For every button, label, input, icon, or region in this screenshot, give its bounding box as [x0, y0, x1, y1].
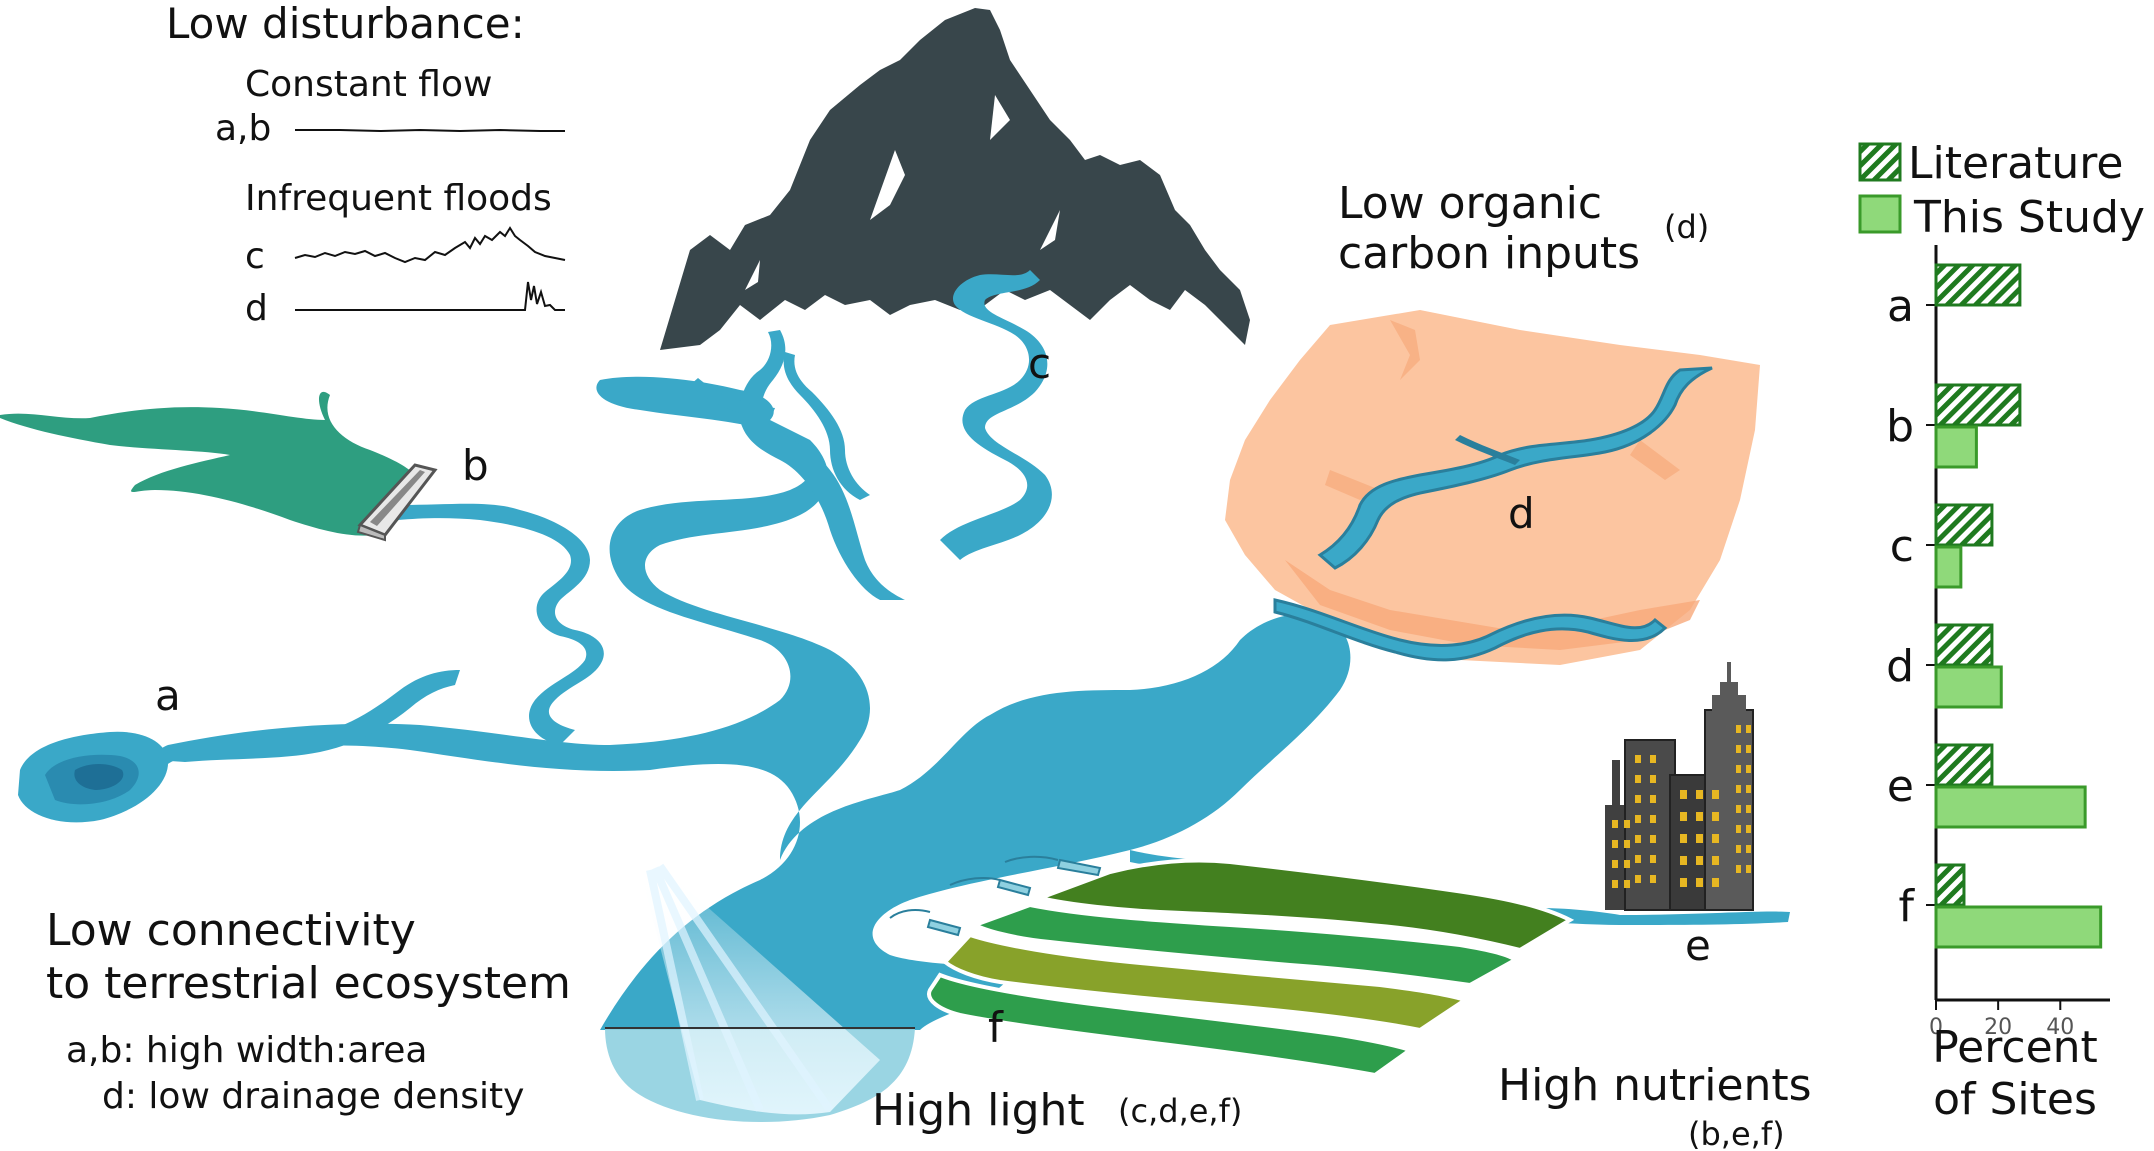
- connectivity-line2: to terrestrial ecosystem: [46, 958, 571, 1009]
- connectivity-note2: d: low drainage density: [102, 1076, 524, 1117]
- legend-label-this-study: This Study: [1913, 192, 2145, 243]
- chart-xlabel-line1: Percent: [1932, 1022, 2098, 1073]
- organic-line2: carbon inputs: [1338, 228, 1640, 279]
- river-network: [153, 270, 1790, 1030]
- chart-category-label-d: d: [1886, 641, 1914, 692]
- lake-a: [18, 731, 169, 823]
- city: [1605, 662, 1754, 911]
- site-label-f: f: [988, 1003, 1004, 1052]
- chart-category-label-c: c: [1890, 521, 1914, 572]
- disturbance-title: Low disturbance:: [166, 0, 525, 48]
- d-flow-label: d: [245, 288, 268, 329]
- organic-sup: (d): [1664, 208, 1709, 246]
- site-label-a: a: [155, 671, 181, 720]
- bar-literature-a: [1934, 263, 2022, 307]
- desert-river-d: [1273, 366, 1713, 662]
- site-label-c: c: [1028, 339, 1051, 388]
- site-label-e: e: [1685, 921, 1711, 970]
- chart-category-label-b: b: [1886, 401, 1914, 452]
- legend-swatch-literature: [1858, 142, 1902, 182]
- ab-flow-label: a,b: [215, 108, 271, 149]
- hydrographs: [294, 128, 566, 311]
- bar-literature-d: [1934, 623, 1994, 667]
- light-beam: [605, 863, 915, 1123]
- bar-this-study-e: [1934, 785, 2087, 829]
- legend: Literature This Study: [1858, 138, 2145, 243]
- bar-literature-e: [1934, 743, 1994, 787]
- c-flow-label: c: [245, 236, 265, 277]
- legend-swatch-this-study: [1858, 194, 1902, 234]
- agricultural-fields: [927, 858, 1575, 1078]
- connectivity-line1: Low connectivity: [46, 905, 416, 956]
- mountain: [660, 8, 1250, 350]
- bar-this-study-c: [1934, 545, 1963, 589]
- light-sub: (c,d,e,f): [1118, 1092, 1242, 1130]
- irrigation-pipes: [889, 855, 1102, 937]
- bar-this-study-d: [1934, 665, 2003, 709]
- nutrients-main: High nutrients: [1498, 1060, 1812, 1111]
- light-main: High light: [872, 1085, 1085, 1136]
- bar-this-study-f: [1934, 905, 2103, 949]
- infrequent-floods-label: Infrequent floods: [245, 178, 552, 219]
- site-label-d: d: [1508, 489, 1535, 538]
- bar-literature-f: [1934, 863, 1966, 907]
- chart-category-label-f: f: [1899, 881, 1916, 932]
- organic-line1: Low organic: [1338, 178, 1602, 229]
- constant-flow-line: [295, 128, 565, 133]
- dam: [356, 463, 438, 542]
- chart-x-tick-label: 20: [1984, 1015, 2012, 1040]
- reservoir-b: [0, 391, 420, 536]
- connectivity-note1: a,b: high width:area: [66, 1030, 428, 1071]
- legend-label-literature: Literature: [1908, 138, 2123, 189]
- site-label-b: b: [462, 441, 489, 490]
- chart-category-label-a: a: [1887, 281, 1914, 332]
- bar-literature-b: [1934, 383, 2022, 427]
- chart-x-tick-label: 40: [2046, 1015, 2074, 1040]
- flood-line-d: [295, 281, 565, 311]
- constant-flow-label: Constant flow: [245, 64, 492, 105]
- flood-line-c: [294, 226, 566, 264]
- chart-xlabel-line2: of Sites: [1933, 1074, 2097, 1125]
- bar-chart: a b c d e f 0 20 40: [1886, 245, 2110, 1040]
- disturbance-inset: Low disturbance: Constant flow a,b Infre…: [166, 0, 552, 329]
- chart-x-tick-label: 0: [1929, 1015, 1943, 1040]
- bar-literature-c: [1934, 503, 1994, 547]
- bar-this-study-b: [1934, 425, 1978, 469]
- nutrients-sub: (b,e,f): [1688, 1115, 1785, 1151]
- chart-category-label-e: e: [1887, 761, 1914, 812]
